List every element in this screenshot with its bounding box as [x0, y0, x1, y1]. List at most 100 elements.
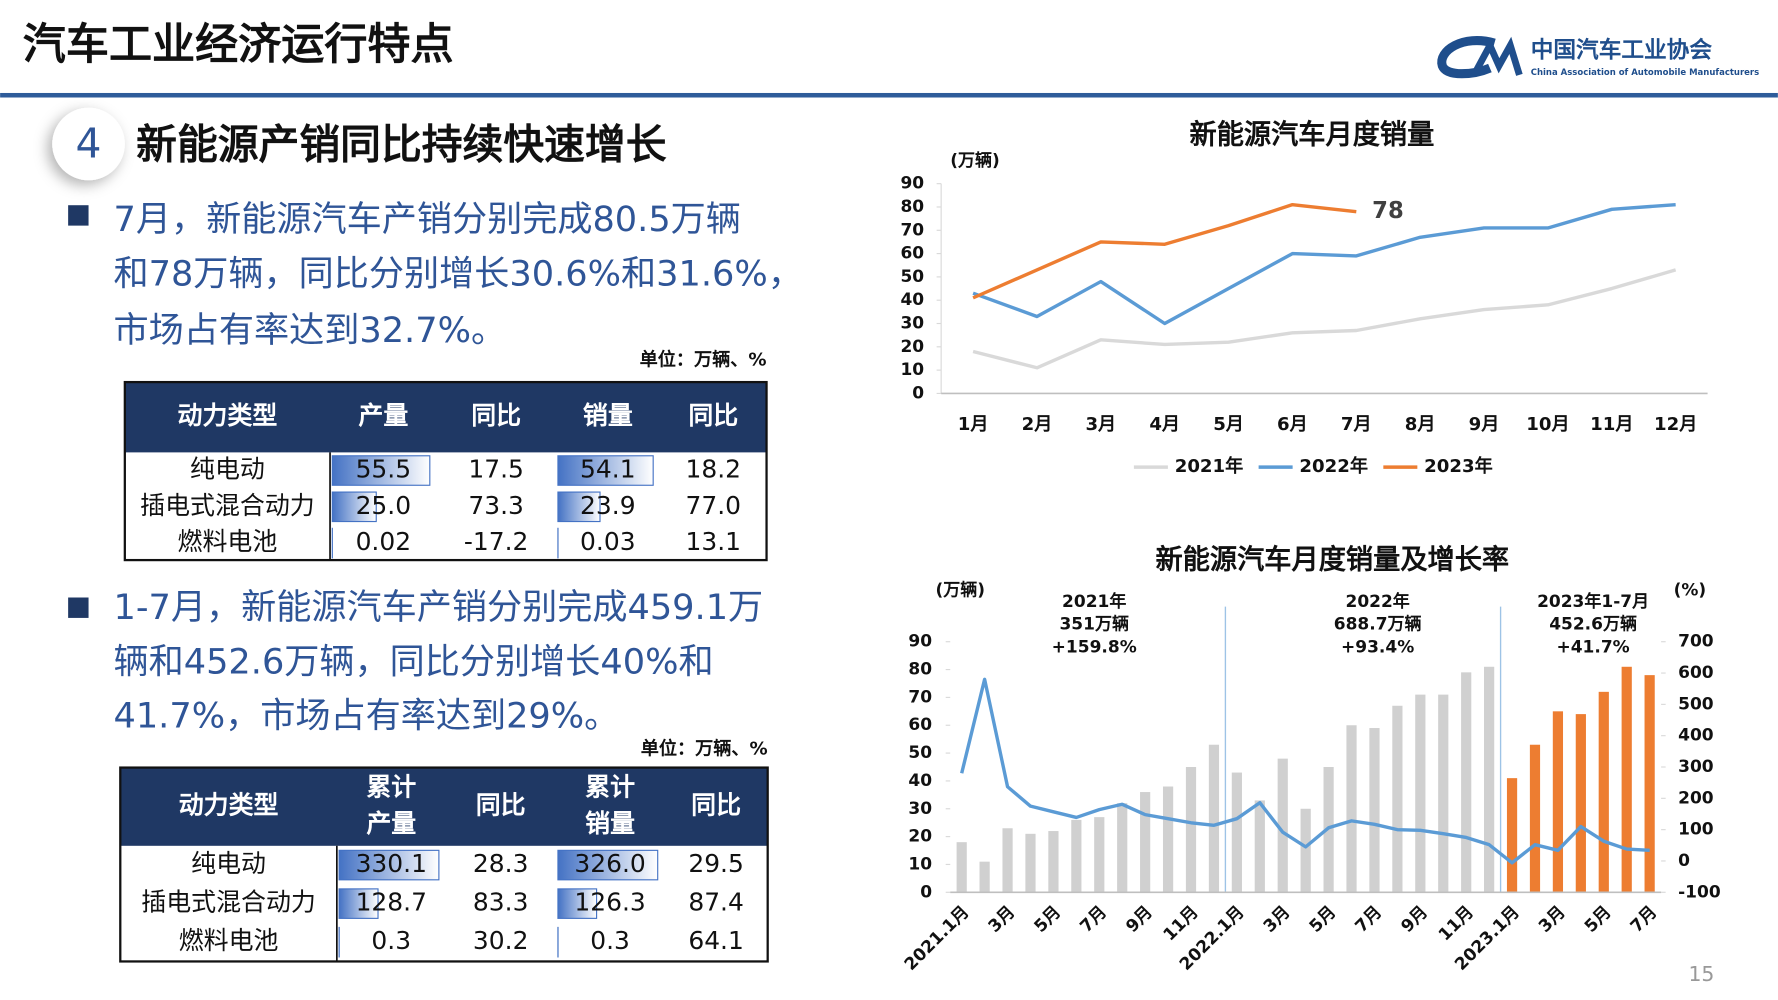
x-tick-label: 2月 [1022, 414, 1053, 435]
x-tick-label: 2021.1月 [901, 902, 974, 975]
bar [1002, 828, 1013, 893]
data-bar [338, 849, 440, 881]
bar [1300, 808, 1311, 893]
table-cell: 纯电动 [191, 849, 266, 878]
x-tick-label: 5月 [1306, 902, 1341, 937]
table-cell: 83.3 [473, 888, 529, 917]
bar [1231, 772, 1242, 893]
table-header-cell: 产量 [358, 401, 408, 430]
table-cell: 25.0 [356, 491, 412, 520]
x-tick-label: 9月 [1397, 902, 1432, 937]
table-cell: 28.3 [473, 849, 529, 878]
data-bar [557, 491, 601, 523]
bar [1552, 711, 1564, 893]
paragraph-line: 和78万辆，同比分别增长30.6%和31.6%， [113, 254, 802, 295]
bar [1506, 778, 1518, 893]
bar [1529, 744, 1541, 893]
data-bar [557, 849, 659, 881]
bar [1025, 833, 1036, 893]
bar [1369, 728, 1380, 893]
annotation: 688.7万辆 [1334, 614, 1422, 635]
bar [1277, 758, 1288, 893]
y2-tick-label: 100 [1678, 820, 1714, 840]
bar [1575, 714, 1586, 893]
y2-tick-label: 700 [1678, 632, 1714, 652]
bar [979, 861, 990, 893]
paragraph-line: 1-7月，新能源汽车产销分别完成459.1万 [113, 587, 763, 628]
x-tick-label: 9月 [1122, 902, 1157, 937]
y-tick-label: 40 [900, 290, 924, 310]
y-tick-label: 20 [908, 827, 932, 847]
series-line [972, 202, 1676, 326]
bar [956, 842, 967, 893]
table-header-cell: 同比 [691, 791, 741, 820]
table-cell: 55.5 [356, 455, 412, 484]
x-tick-label: 3月 [985, 902, 1020, 937]
chart-title: 新能源汽车月度销量及增长率 [1155, 544, 1509, 576]
page-number: 15 [1688, 962, 1714, 986]
table-cell: 29.5 [688, 849, 744, 878]
table-header-cell: 产量 [366, 809, 416, 838]
org-name: 中国汽车工业协会 [1531, 37, 1713, 64]
x-tick-label: 5月 [1581, 902, 1616, 937]
y2-tick-label: 300 [1678, 757, 1714, 777]
y-tick-label: 0 [920, 882, 932, 902]
bar [1644, 675, 1655, 893]
annotation: 2023年1-7月 [1537, 591, 1649, 612]
y-tick-label: 80 [900, 197, 924, 217]
table-cell: 30.2 [473, 926, 529, 955]
data-label: 78 [1372, 198, 1404, 224]
bar [1208, 744, 1220, 893]
annotation: 2021年 [1062, 591, 1126, 612]
x-tick-label: 7月 [1352, 902, 1387, 937]
table-cell: 23.9 [580, 491, 636, 520]
table-cell: 燃料电池 [178, 527, 278, 556]
legend-label: 2021年 [1175, 455, 1244, 477]
logo-m [1471, 36, 1523, 77]
series-line [972, 202, 1357, 300]
annotation: +93.4% [1341, 637, 1414, 657]
y2-tick-label: 0 [1678, 851, 1690, 871]
y2-tick-label: 600 [1678, 663, 1714, 683]
y-tick-label: 30 [908, 799, 932, 819]
table-cell: 0.02 [356, 527, 412, 556]
table-header-bg [124, 382, 767, 453]
y2-tick-label: 500 [1678, 694, 1714, 714]
y-tick-label: 70 [900, 220, 924, 240]
table-border [123, 380, 768, 562]
bar [1185, 767, 1197, 893]
org-name-en: China Association of Automobile Manufact… [1531, 68, 1759, 78]
legend-label: 2022年 [1299, 455, 1368, 477]
data-bar [331, 491, 377, 523]
x-tick-label: 1月 [958, 414, 989, 435]
table-header-cell: 销量 [585, 809, 635, 838]
y2-axis-label: (%) [1674, 581, 1707, 601]
chart-title: 新能源汽车月度销量 [1189, 119, 1434, 151]
table-cell: 0.3 [371, 926, 411, 955]
table-cell: 73.3 [468, 491, 524, 520]
annotation: 351万辆 [1059, 614, 1129, 635]
x-tick-label: 11月 [1590, 414, 1633, 435]
y-tick-label: 0 [912, 383, 924, 403]
y-tick-label: 70 [908, 687, 932, 707]
table-header-cell: 累计 [585, 773, 635, 802]
x-tick-label: 7月 [1076, 902, 1111, 937]
bar [1461, 672, 1472, 893]
paragraph-line: 市场占有率达到32.7%。 [113, 310, 506, 351]
x-tick-label: 6月 [1277, 414, 1308, 435]
annotation: 452.6万辆 [1549, 614, 1637, 635]
x-tick-label: 8月 [1405, 414, 1436, 435]
bar [1438, 694, 1449, 893]
table-cell: 插电式混合动力 [140, 491, 315, 520]
x-tick-label: 7月 [1627, 902, 1662, 937]
section-badge [52, 107, 125, 181]
y-tick-label: 10 [900, 360, 924, 380]
y-tick-label: 90 [900, 174, 924, 194]
y-tick-label: 50 [908, 743, 932, 763]
y-tick-label: 50 [900, 267, 924, 287]
unit-label: 单位：万辆、% [640, 349, 767, 371]
table-cell: 0.03 [580, 527, 636, 556]
data-bar [557, 888, 598, 919]
slide-title: 汽车工业经济运行特点 [23, 20, 454, 70]
